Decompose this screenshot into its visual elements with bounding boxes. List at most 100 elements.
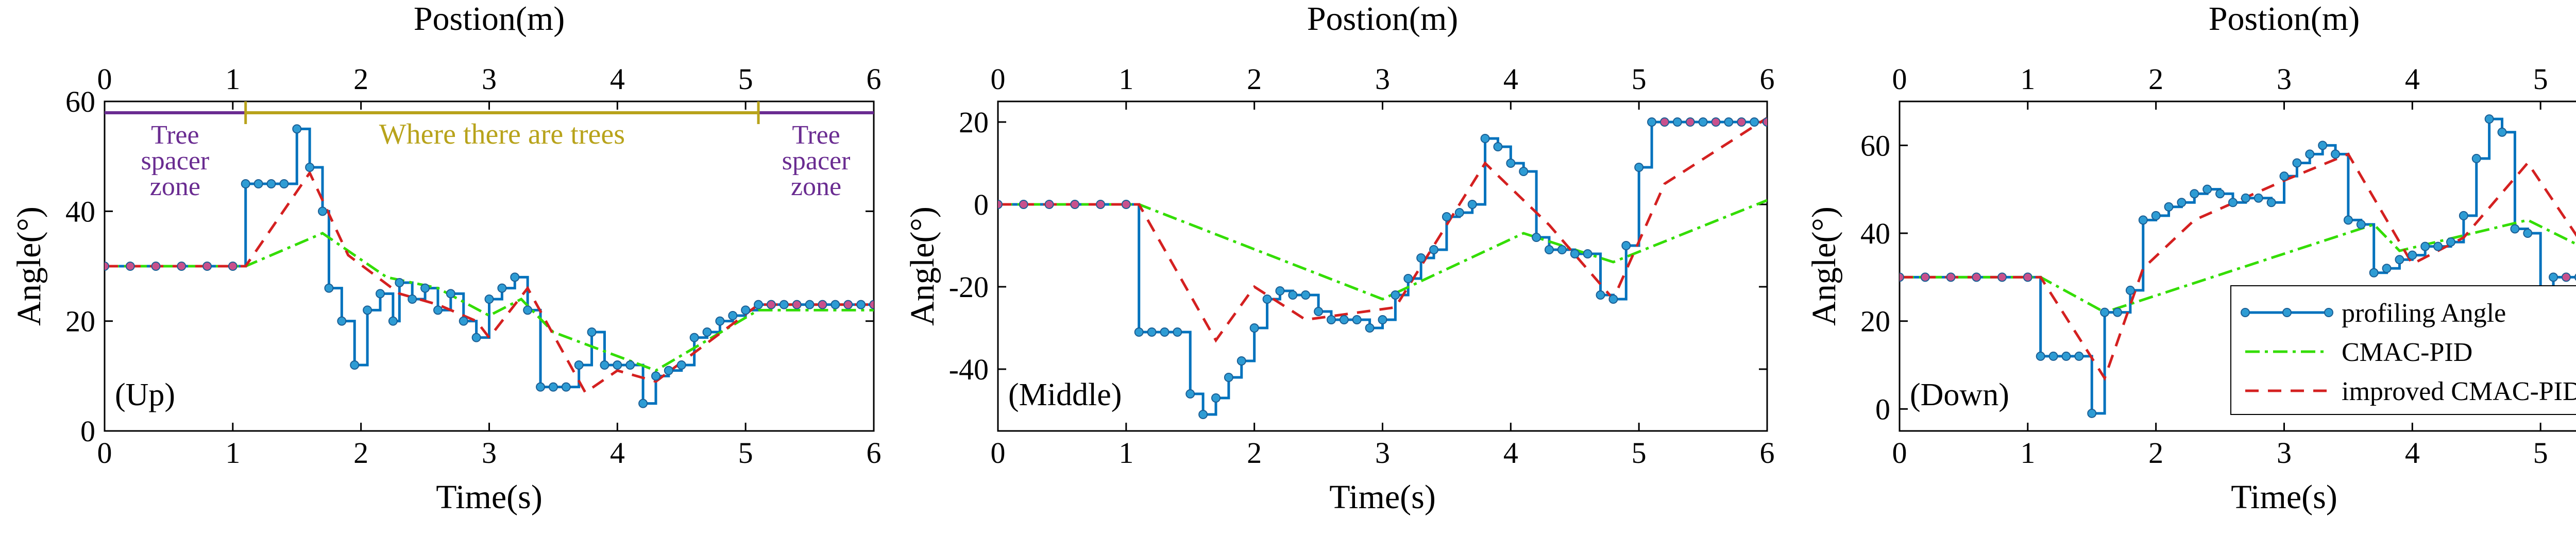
data-point-profiling-angle <box>446 289 455 299</box>
legend-box <box>2230 285 2576 415</box>
data-point-profiling-angle <box>587 327 597 337</box>
data-point-profiling-angle <box>2318 141 2328 150</box>
chart-panel-up: 001122334455660204060Time(s)Postion(m)An… <box>10 0 882 516</box>
y-tick-label: 0 <box>1875 392 1890 426</box>
data-point-profiling-angle <box>1506 159 1516 168</box>
data-point-profiling-angle <box>1750 117 1759 127</box>
y-tick-label: 40 <box>1860 217 1890 250</box>
legend-label-cmac-pid: CMAC-PID <box>2342 338 2472 367</box>
data-point-profiling-angle <box>1339 315 1349 324</box>
data-point-profiling-angle <box>754 300 764 309</box>
top-tick-label: 3 <box>482 62 497 96</box>
data-point-profiling-angle <box>1249 323 1259 333</box>
data-point-profiling-angle <box>2253 193 2263 203</box>
plot-area <box>998 116 1767 419</box>
y-tick-label: 60 <box>65 85 95 118</box>
data-point-profiling-angle <box>2074 351 2084 361</box>
top-tick-label: 5 <box>738 62 753 96</box>
data-point-profiling-angle <box>459 316 468 326</box>
data-point-profiling-angle <box>2100 307 2110 317</box>
data-point-profiling-angle <box>1365 323 1375 333</box>
x-tick-label: 2 <box>2148 436 2163 470</box>
zone-label-left: zone <box>150 172 200 201</box>
plot-area <box>1900 114 2576 418</box>
data-point-profiling-angle <box>2343 215 2353 225</box>
x-tick-label: 6 <box>1760 436 1775 470</box>
data-point-profiling-angle <box>1121 200 1131 209</box>
x-tick-label: 6 <box>867 436 882 470</box>
data-point-profiling-angle <box>2164 202 2174 212</box>
legend-marker <box>2241 308 2250 317</box>
data-point-profiling-angle <box>1185 389 1195 399</box>
data-point-profiling-angle <box>1070 200 1080 209</box>
data-point-profiling-angle <box>1454 208 1464 217</box>
data-point-profiling-angle <box>497 283 507 293</box>
data-point-profiling-angle <box>1608 295 1618 304</box>
data-point-profiling-angle <box>350 360 360 370</box>
data-point-profiling-angle <box>241 179 250 188</box>
data-point-profiling-angle <box>792 300 802 309</box>
data-point-profiling-angle <box>1532 233 1541 242</box>
zone-label-right: zone <box>791 172 841 201</box>
top-tick-label: 1 <box>1118 62 1133 96</box>
panel-label: (Up) <box>115 377 175 412</box>
data-point-profiling-angle <box>715 316 725 326</box>
data-point-profiling-angle <box>536 382 546 392</box>
top-tick-label: 3 <box>1375 62 1390 96</box>
data-point-profiling-angle <box>1583 249 1592 258</box>
top-axis-title: Postion(m) <box>2209 0 2360 38</box>
data-point-profiling-angle <box>2048 351 2058 361</box>
data-point-profiling-angle <box>1301 290 1311 300</box>
data-point-profiling-angle <box>689 333 699 342</box>
data-point-profiling-angle <box>1672 117 1682 127</box>
data-point-profiling-angle <box>1621 241 1631 250</box>
data-point-profiling-angle <box>869 300 874 309</box>
data-point-profiling-angle <box>1429 245 1439 254</box>
y-tick-label: 20 <box>959 106 989 139</box>
data-point-profiling-angle <box>2202 184 2212 194</box>
data-point-profiling-angle <box>510 272 520 282</box>
data-point-profiling-angle <box>177 262 187 271</box>
x-tick-label: 4 <box>1503 436 1518 470</box>
chart-panel-down: 001122334455660204060Time(s)Postion(m)An… <box>1805 0 2576 516</box>
data-point-profiling-angle <box>1647 117 1657 127</box>
data-point-profiling-angle <box>856 300 866 309</box>
x-tick-label: 5 <box>1632 436 1647 470</box>
data-point-profiling-angle <box>484 295 494 304</box>
y-tick-label: 20 <box>65 305 95 338</box>
data-point-profiling-angle <box>2061 351 2071 361</box>
data-point-profiling-angle <box>266 179 276 188</box>
data-point-profiling-angle <box>1288 290 1298 300</box>
data-point-profiling-angle <box>1972 272 1981 282</box>
chart-panel-middle: 00112233445566-40-20020Time(s)Postion(m)… <box>904 0 1775 516</box>
data-point-profiling-angle <box>1997 272 2007 282</box>
data-point-profiling-angle <box>1378 315 1387 324</box>
data-point-profiling-angle <box>105 262 109 271</box>
legend-marker <box>2324 308 2333 317</box>
data-point-profiling-angle <box>2151 211 2161 220</box>
data-point-profiling-angle <box>2510 224 2520 234</box>
data-point-profiling-angle <box>818 300 827 309</box>
x-tick-label: 1 <box>2020 436 2035 470</box>
data-point-profiling-angle <box>1326 315 1336 324</box>
data-point-profiling-angle <box>2292 158 2302 168</box>
data-point-profiling-angle <box>638 399 648 408</box>
data-point-profiling-angle <box>664 366 673 375</box>
zone-label-left: spacer <box>141 146 209 176</box>
data-point-profiling-angle <box>1211 393 1221 403</box>
data-point-profiling-angle <box>2125 285 2135 295</box>
data-point-profiling-angle <box>1762 117 1767 127</box>
data-point-profiling-angle <box>1019 200 1028 209</box>
data-point-profiling-angle <box>523 305 533 315</box>
data-point-profiling-angle <box>2408 250 2417 260</box>
data-point-profiling-angle <box>779 300 789 309</box>
data-point-profiling-angle <box>2561 272 2571 282</box>
top-axis-title: Postion(m) <box>1307 0 1458 38</box>
x-tick-label: 3 <box>482 436 497 470</box>
legend-marker <box>2282 308 2292 317</box>
y-axis-title: Angle(°) <box>1805 206 1843 326</box>
x-axis-title: Time(s) <box>2231 478 2337 516</box>
data-point-profiling-angle <box>1236 356 1246 366</box>
data-point-profiling-angle <box>1737 117 1747 127</box>
series-line-cmac-pid <box>105 232 874 372</box>
